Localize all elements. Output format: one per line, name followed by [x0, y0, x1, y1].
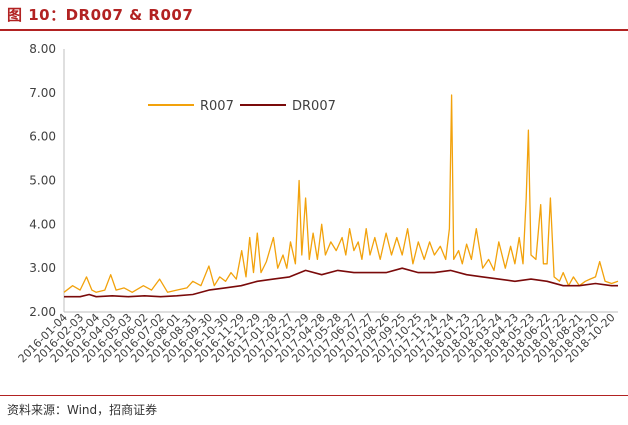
source-note: 资料来源：Wind，招商证券 [7, 403, 158, 417]
legend-label-r007: R007 [200, 99, 234, 114]
series-layer [63, 94, 619, 298]
figure-title: 图 10：DR007 & R007 [7, 6, 194, 24]
y-tick-label: 5.00 [29, 174, 56, 188]
y-tick-label: 7.00 [29, 86, 56, 100]
x-axis: 2016-01-042016-02-032016-03-042016-04-03… [16, 311, 618, 365]
y-tick-label: 4.00 [29, 217, 56, 231]
y-tick-label: 8.00 [29, 42, 56, 56]
y-tick-label: 2.00 [29, 305, 56, 319]
line-chart: 2.00 3.00 4.00 5.00 6.00 7.00 8.00 2016-01-042… [16, 42, 619, 365]
bottom-rule [0, 395, 628, 396]
legend-label-dr007: DR007 [292, 99, 336, 114]
series-line-r007 [63, 94, 619, 293]
y-tick-label: 3.00 [29, 261, 56, 275]
legend: R007 DR007 [148, 99, 336, 114]
title-rule [0, 29, 628, 31]
y-axis: 2.00 3.00 4.00 5.00 6.00 7.00 8.00 [29, 42, 65, 319]
y-tick-label: 6.00 [29, 130, 56, 144]
series-line-dr007 [64, 267, 618, 298]
